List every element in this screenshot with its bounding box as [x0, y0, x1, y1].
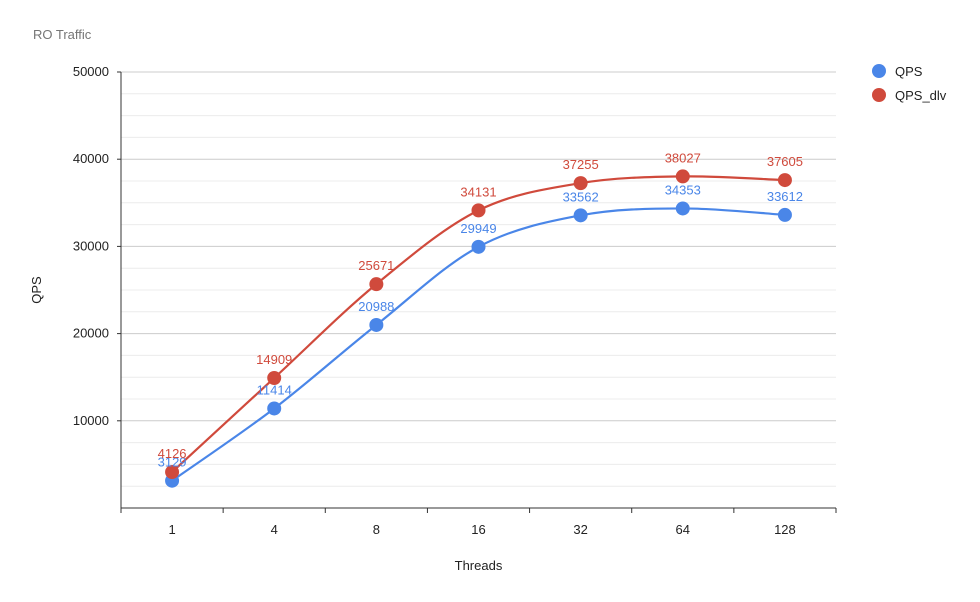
data-label-qps-dlv: 38027 [665, 150, 701, 165]
data-point-qps-dlv [777, 173, 792, 188]
y-tick-label: 40000 [73, 151, 109, 166]
x-tick-label: 64 [676, 522, 690, 537]
data-label-qps-dlv: 34131 [460, 184, 496, 199]
x-tick-labels: 1 4 8 16 32 64 128 [120, 508, 837, 537]
data-label-qps-dlv: 25671 [358, 258, 394, 273]
axes [120, 72, 836, 509]
data-label-qps-dlv: 4126 [158, 446, 187, 461]
data-label-qps: 29949 [460, 221, 496, 236]
data-point-qps-dlv [573, 176, 588, 191]
data-point-qps-dlv [369, 277, 384, 292]
legend-swatch [872, 88, 886, 102]
data-point-qps-dlv [675, 169, 690, 184]
data-label-qps: 20988 [358, 299, 394, 314]
data-point-qps [675, 201, 690, 216]
data-point-qps [369, 317, 384, 332]
legend-swatch [872, 64, 886, 78]
gridlines [121, 71, 836, 487]
data-point-qps [777, 207, 792, 222]
x-tick-label: 128 [774, 522, 796, 537]
legend: QPS QPS_dlv [872, 64, 947, 103]
chart-title: RO Traffic [33, 27, 92, 42]
x-axis-title: Threads [455, 558, 503, 573]
x-tick-label: 1 [168, 522, 175, 537]
data-label-qps: 33612 [767, 189, 803, 204]
data-label-qps: 11414 [257, 382, 292, 397]
y-tick-label: 10000 [73, 413, 109, 428]
data-labels: 3129 11414 20988 29949 33562 34353 33612 4126 14… [158, 150, 803, 469]
data-label-qps-dlv: 37605 [767, 154, 803, 169]
data-point-qps-dlv [267, 370, 282, 385]
data-label-qps-dlv: 14909 [256, 352, 292, 367]
data-label-qps: 3129 [158, 455, 187, 470]
data-point-qps [471, 239, 486, 254]
x-tick-label: 32 [573, 522, 587, 537]
legend-label: QPS [895, 64, 923, 79]
data-point-qps [573, 208, 588, 223]
y-tick-labels: 10000 20000 30000 40000 50000 [73, 64, 121, 428]
data-label-qps: 34353 [665, 182, 701, 197]
y-tick-label: 30000 [73, 238, 109, 253]
series-points [165, 169, 792, 488]
x-tick-label: 16 [471, 522, 485, 537]
data-point-qps-dlv [471, 203, 486, 218]
data-point-qps-dlv [165, 465, 180, 480]
y-axis-title: QPS [29, 276, 44, 304]
data-label-qps-dlv: 37255 [563, 157, 599, 172]
x-tick-label: 8 [373, 522, 380, 537]
x-tick-label: 4 [271, 522, 278, 537]
y-tick-label: 50000 [73, 64, 109, 79]
data-point-qps [267, 401, 282, 416]
legend-label: QPS_dlv [895, 88, 947, 103]
data-label-qps: 33562 [563, 189, 599, 204]
y-tick-label: 20000 [73, 326, 109, 341]
